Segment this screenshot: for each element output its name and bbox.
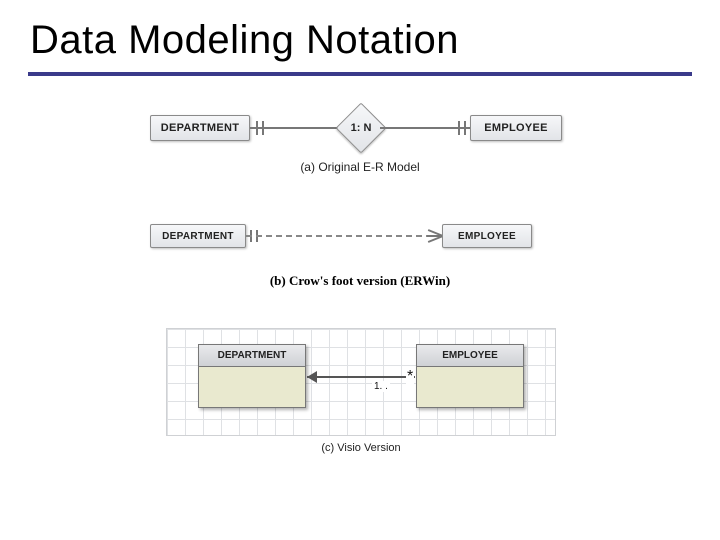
er-tick-left-1 (256, 121, 258, 135)
entity-department-c: DEPARTMENT (198, 344, 306, 408)
slide-title: Data Modeling Notation (30, 18, 459, 63)
caption-a: (a) Original E-R Model (295, 160, 425, 174)
section-a-er-model: DEPARTMENT 1: N EMPLOYEE (a) Original E-… (150, 105, 570, 195)
entity-header-department: DEPARTMENT (199, 345, 305, 367)
er-tick-right-1 (458, 121, 460, 135)
caption-c: (c) Visio Version (306, 442, 416, 454)
entity-employee-c: EMPLOYEE (416, 344, 524, 408)
er-tick-right-2 (464, 121, 466, 135)
entity-department-a: DEPARTMENT (150, 115, 250, 141)
entity-body-department (199, 367, 305, 407)
caption-b: (b) Crow's foot version (ERWin) (0, 273, 720, 289)
uml-many-marker: * (406, 370, 414, 384)
entity-body-employee (417, 367, 523, 407)
section-b-crows-foot: DEPARTMENT EMPLOYEE (150, 220, 570, 280)
title-underline (28, 72, 692, 76)
er-tick-left-2 (262, 121, 264, 135)
crows-foot-connector (246, 235, 442, 237)
section-c-visio: DEPARTMENT EMPLOYEE 1. . * (c) Visio Ver… (166, 328, 556, 458)
relationship-cardinality-label: 1: N (336, 103, 386, 153)
er-connector-right (380, 127, 470, 129)
entity-employee-a: EMPLOYEE (470, 115, 562, 141)
er-relationship-diamond: 1: N (336, 103, 386, 153)
uml-cardinality-text: 1. . (372, 381, 390, 392)
entity-employee-b: EMPLOYEE (442, 224, 532, 248)
entity-header-employee: EMPLOYEE (417, 345, 523, 367)
crows-foot-many-icon (427, 228, 443, 244)
uml-connector (307, 376, 415, 378)
entity-department-b: DEPARTMENT (150, 224, 246, 248)
